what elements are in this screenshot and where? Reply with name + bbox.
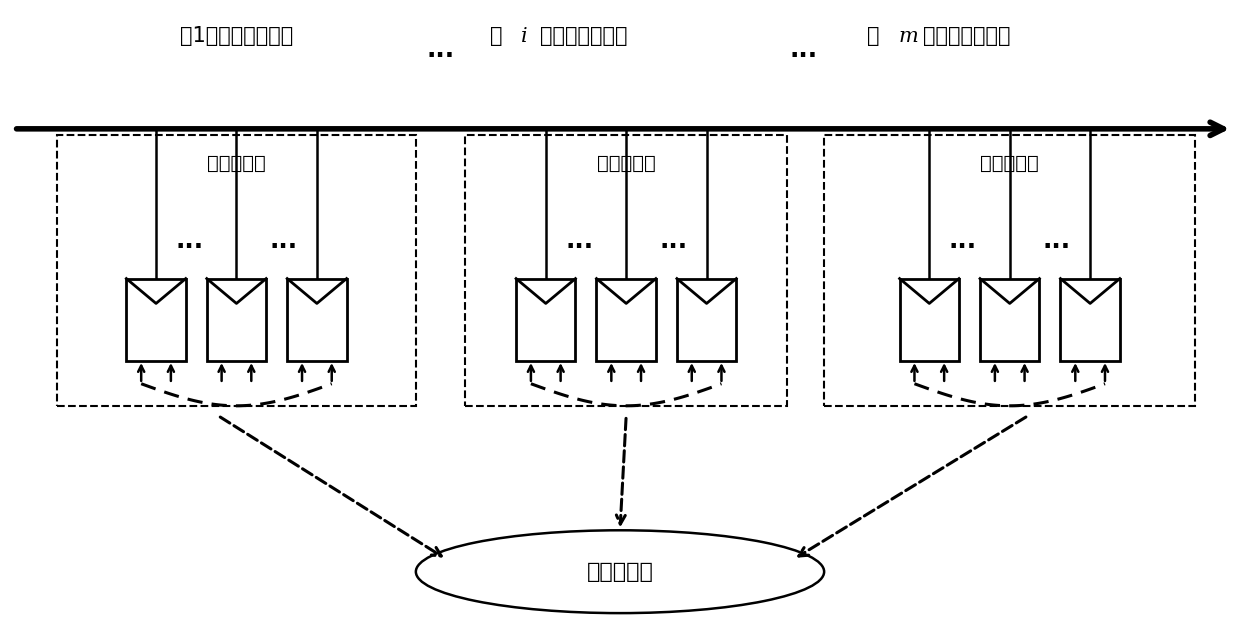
Text: ···: ··· [269, 235, 298, 259]
Bar [980, 278, 1039, 362]
Bar [1060, 278, 1120, 362]
Text: 高层控制器: 高层控制器 [587, 562, 653, 582]
Bar [516, 278, 575, 362]
Bar [288, 278, 346, 362]
Ellipse shape [415, 531, 825, 613]
Text: m: m [898, 27, 918, 46]
Bar [596, 278, 656, 362]
Bar [899, 278, 959, 362]
Text: 底层控制器: 底层控制器 [207, 154, 265, 173]
Text: ···: ··· [1043, 235, 1071, 259]
Text: i: i [521, 27, 528, 46]
Text: ···: ··· [660, 235, 687, 259]
Text: ···: ··· [789, 44, 817, 68]
Text: ···: ··· [175, 235, 203, 259]
Text: 底层控制器: 底层控制器 [596, 154, 656, 173]
Text: 第1组光伏发电机组: 第1组光伏发电机组 [180, 26, 293, 47]
Text: 组光伏发电机组: 组光伏发电机组 [539, 26, 627, 47]
Text: 第: 第 [868, 26, 880, 47]
Text: ···: ··· [949, 235, 977, 259]
Bar [677, 278, 737, 362]
Text: ···: ··· [427, 44, 455, 68]
Text: 底层控制器: 底层控制器 [981, 154, 1039, 173]
Text: ···: ··· [565, 235, 593, 259]
Text: 组光伏发电机组: 组光伏发电机组 [923, 26, 1011, 47]
Bar [207, 278, 267, 362]
Bar [126, 278, 186, 362]
Text: 第: 第 [490, 26, 502, 47]
